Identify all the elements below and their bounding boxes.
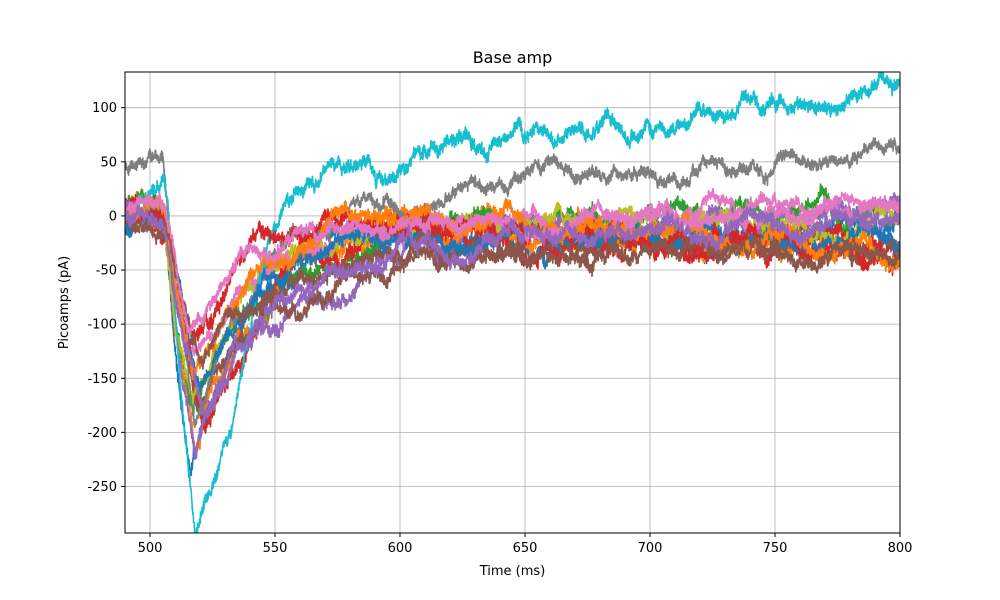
y-tick-label: 100 <box>92 101 117 116</box>
chart-title: Base amp <box>473 48 553 67</box>
y-tick-label: -250 <box>87 480 117 495</box>
series-layer <box>125 72 900 533</box>
y-tick-label: 0 <box>109 209 117 224</box>
series-line <box>125 209 900 370</box>
x-tick-label: 500 <box>138 541 163 556</box>
x-axis-label: Time (ms) <box>479 564 546 579</box>
x-tick-label: 650 <box>513 541 538 556</box>
x-tick-label: 550 <box>263 541 288 556</box>
x-tick-label: 600 <box>388 541 413 556</box>
y-tick-label: -150 <box>87 372 117 387</box>
y-tick-label: -100 <box>87 318 117 333</box>
y-tick-label: -50 <box>96 264 117 279</box>
x-tick-label: 750 <box>763 541 788 556</box>
y-tick-label: -200 <box>87 426 117 441</box>
plot-frame <box>124 71 901 534</box>
y-axis-label: Picoamps (pA) <box>57 256 72 349</box>
axis-ticks: 500 550 600 650 700 750 800100500-50-100-150-2… <box>87 101 912 556</box>
x-tick-label: 800 <box>888 541 913 556</box>
series-line <box>125 194 900 381</box>
series-line <box>125 205 900 419</box>
x-tick-label: 700 <box>638 541 663 556</box>
y-tick-label: 50 <box>100 155 117 170</box>
